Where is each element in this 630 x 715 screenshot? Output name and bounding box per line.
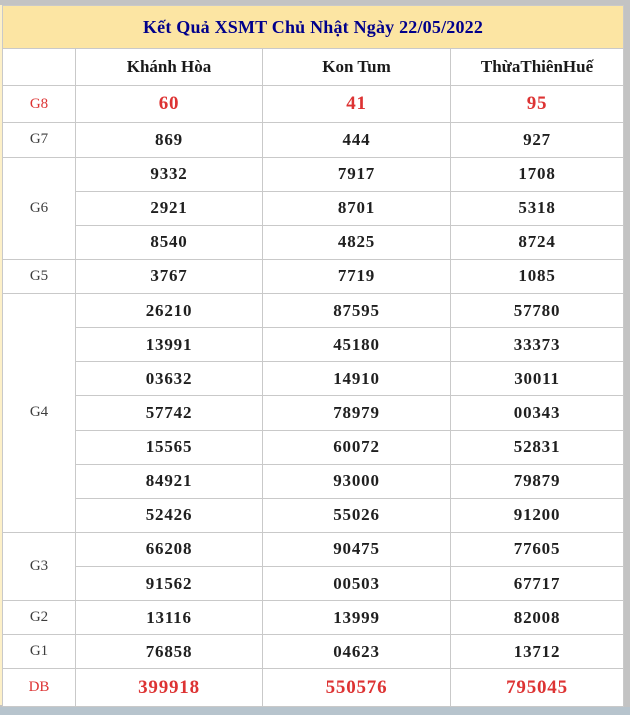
column-header-province: ThừaThiênHuế (449, 48, 625, 86)
left-edge-strip (0, 5, 2, 705)
prize-value: 7917 (262, 156, 451, 192)
prize-row: G2 13116 13999 82008 (2, 600, 625, 636)
prize-value: 03632 (75, 361, 263, 397)
prize-value: 795045 (449, 668, 625, 707)
prize-row: 84921 93000 79879 (3, 463, 625, 499)
prize-value: 8724 (449, 224, 625, 260)
prize-label-g5: G5 (2, 258, 76, 295)
bottom-edge-strip (0, 707, 630, 715)
prize-label-g4: G4 (2, 293, 76, 533)
prize-row: G4 26210 87595 57780 (2, 292, 625, 533)
prize-value: 15565 (75, 429, 263, 465)
prize-value: 55026 (262, 497, 451, 533)
prize-label-g1: G1 (2, 634, 76, 670)
prize-label-g6: G6 (2, 156, 76, 260)
prize-value: 82008 (449, 600, 625, 636)
corner-cell (2, 48, 76, 86)
prize-value: 57742 (75, 395, 263, 431)
prize-row: 8540 4825 8724 (3, 224, 625, 260)
prize-value: 00503 (262, 565, 451, 602)
prize-value: 93000 (262, 463, 451, 499)
prize-value: 9332 (75, 156, 263, 192)
prize-value: 87595 (262, 292, 451, 329)
prize-row: 15565 60072 52831 (3, 429, 625, 465)
prize-value: 78979 (262, 395, 451, 431)
prize-row: 57742 78979 00343 (3, 395, 625, 431)
prize-row: 13991 45180 33373 (3, 327, 625, 363)
prize-value: 45180 (262, 327, 451, 363)
prize-value: 2921 (75, 190, 263, 226)
prize-row: 91562 00503 67717 (3, 565, 625, 602)
column-header-province: Khánh Hòa (75, 48, 263, 86)
prize-value: 13712 (449, 634, 625, 670)
prize-row: G1 76858 04623 13712 (2, 634, 625, 670)
prize-value: 91200 (449, 497, 625, 533)
lottery-results-table: Kết Quả XSMT Chủ Nhật Ngày 22/05/2022 Kh… (1, 5, 625, 707)
prize-value: 60 (75, 84, 263, 124)
prize-row: DB 399918 550576 795045 (2, 668, 625, 707)
prize-label-g3: G3 (2, 531, 76, 602)
prize-row: G5 3767 7719 1085 (2, 258, 625, 295)
prize-value: 33373 (449, 327, 625, 363)
prize-value: 00343 (449, 395, 625, 431)
page-title: Kết Quả XSMT Chủ Nhật Ngày 22/05/2022 (1, 5, 625, 49)
prize-value: 4825 (262, 224, 451, 260)
prize-value: 66208 (75, 531, 263, 568)
prize-row: 03632 14910 30011 (3, 361, 625, 397)
prize-label-db: DB (2, 668, 76, 707)
prize-value: 84921 (75, 463, 263, 499)
prize-value: 869 (75, 122, 263, 158)
column-header-row: Khánh Hòa Kon Tum ThừaThiênHuế (2, 48, 625, 86)
prize-value: 13999 (262, 600, 451, 636)
prize-value: 30011 (449, 361, 625, 397)
column-header-province: Kon Tum (262, 48, 451, 86)
prize-value: 13991 (75, 327, 263, 363)
prize-value: 91562 (75, 565, 263, 602)
title-row: Kết Quả XSMT Chủ Nhật Ngày 22/05/2022 (1, 5, 625, 49)
prize-label-g8: G8 (2, 84, 76, 124)
prize-value: 79879 (449, 463, 625, 499)
prize-value: 8701 (262, 190, 451, 226)
prize-value: 67717 (449, 565, 625, 602)
prize-value: 5318 (449, 190, 625, 226)
prize-label-g7: G7 (2, 122, 76, 158)
prize-value: 13116 (75, 600, 263, 636)
prize-value: 1708 (449, 156, 625, 192)
prize-value: 3767 (75, 258, 263, 295)
prize-value: 550576 (262, 668, 451, 707)
prize-row: G3 66208 90475 77605 (2, 531, 625, 602)
prize-row: G7 869 444 927 (2, 122, 625, 158)
prize-value: 77605 (449, 531, 625, 568)
prize-value: 95 (449, 84, 625, 124)
prize-row: G8 60 41 95 (2, 84, 625, 124)
prize-value: 41 (262, 84, 451, 124)
prize-row: 52426 55026 91200 (3, 497, 625, 533)
prize-value: 14910 (262, 361, 451, 397)
prize-value: 90475 (262, 531, 451, 568)
prize-value: 26210 (75, 292, 263, 329)
prize-value: 399918 (75, 668, 263, 707)
prize-value: 04623 (262, 634, 451, 670)
prize-value: 52426 (75, 497, 263, 533)
prize-value: 57780 (449, 292, 625, 329)
prize-value: 7719 (262, 258, 451, 295)
prize-value: 52831 (449, 429, 625, 465)
prize-value: 76858 (75, 634, 263, 670)
prize-row: G6 9332 7917 1708 (2, 156, 625, 260)
prize-value: 444 (262, 122, 451, 158)
prize-value: 1085 (449, 258, 625, 295)
prize-value: 60072 (262, 429, 451, 465)
prize-value: 8540 (75, 224, 263, 260)
prize-row: 2921 8701 5318 (3, 190, 625, 226)
prize-label-g2: G2 (2, 600, 76, 636)
prize-value: 927 (449, 122, 625, 158)
